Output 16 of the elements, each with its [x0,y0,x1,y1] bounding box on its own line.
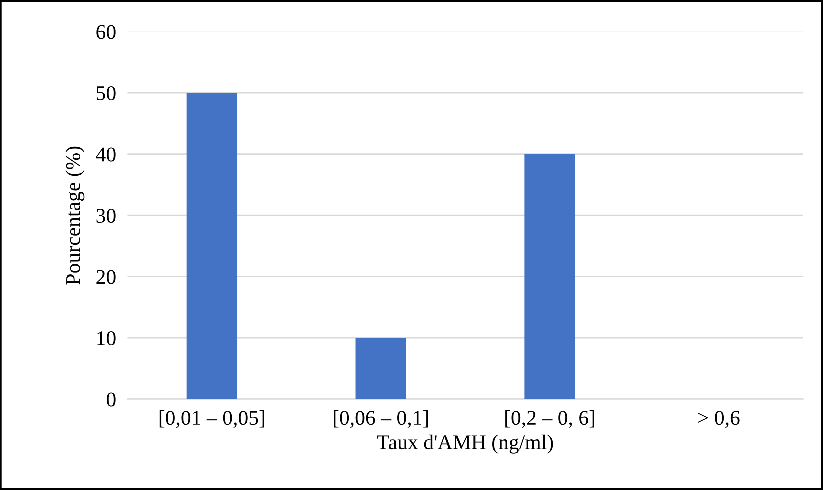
y-tick-label: 60 [96,25,116,40]
x-tick-label: [0,01 – 0,05] [160,410,264,428]
bar [186,93,238,400]
y-axis-title: Pourcentage (%) [66,146,85,285]
bar [356,338,406,400]
y-tick-label: 20 [96,270,116,284]
y-tick-label: 0 [106,392,116,407]
x-tick-label: [0,06 – 0,1] [334,410,428,428]
x-tick-label: [0,2 – 0, 6] [506,410,594,428]
y-tick-label: 50 [96,86,116,101]
y-tick-label: 30 [96,208,116,224]
y-tick-label: 40 [96,148,116,162]
y-tick-label: 10 [98,331,116,346]
bar [524,154,576,400]
x-tick-label: > 0,6 [698,411,740,428]
x-axis-title: Taux d'AMH (ng/ml) [377,434,554,454]
